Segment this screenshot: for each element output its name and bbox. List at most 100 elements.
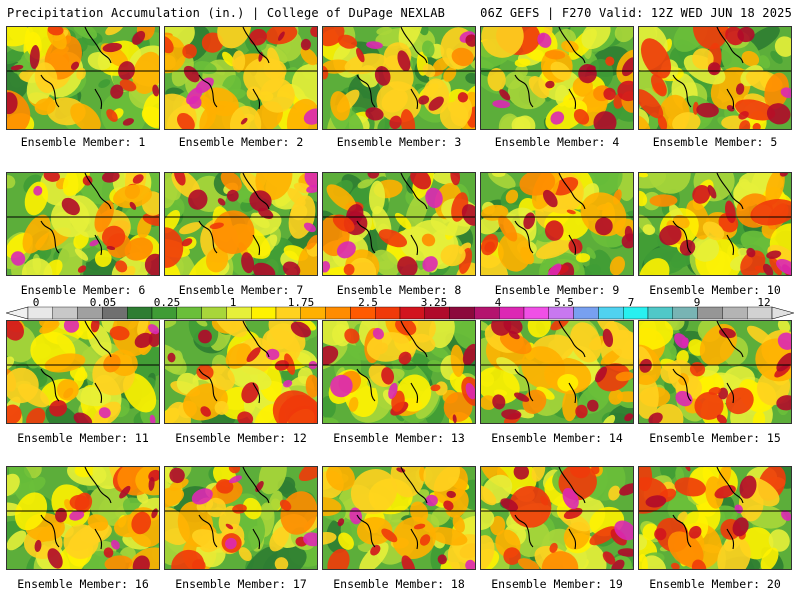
colorbar-tick-label: 9 xyxy=(693,296,701,309)
precipitation-field xyxy=(165,27,317,129)
precipitation-field xyxy=(323,467,475,569)
precipitation-field xyxy=(481,27,633,129)
ensemble-member-map xyxy=(6,26,160,130)
precipitation-field xyxy=(639,27,791,129)
precipitation-field xyxy=(7,467,159,569)
ensemble-member-label: Ensemble Member: 6 xyxy=(20,283,146,297)
ensemble-member-label: Ensemble Member: 17 xyxy=(175,577,307,591)
colorbar-under-arrow xyxy=(6,306,29,320)
ensemble-member-label: Ensemble Member: 18 xyxy=(333,577,465,591)
ensemble-member-map xyxy=(6,466,160,570)
colorbar-tick-label: 5.5 xyxy=(554,296,574,309)
ensemble-member-map xyxy=(6,172,160,276)
map-title: Precipitation Accumulation (in.) | Colle… xyxy=(7,6,446,20)
colorbar-tick-label: 2.5 xyxy=(358,296,378,309)
ensemble-member-label: Ensemble Member: 3 xyxy=(336,135,462,149)
colorbar-tick-label: 1.75 xyxy=(287,296,315,309)
colorbar-segment xyxy=(201,306,227,320)
ensemble-member-label: Ensemble Member: 10 xyxy=(649,283,781,297)
ensemble-member-label: Ensemble Member: 11 xyxy=(17,431,149,445)
ensemble-member-label: Ensemble Member: 15 xyxy=(649,431,781,445)
colorbar-segment xyxy=(449,306,475,320)
precipitation-field xyxy=(639,467,791,569)
ensemble-member-label: Ensemble Member: 12 xyxy=(175,431,307,445)
colorbar-tick-label: 0.25 xyxy=(153,296,181,309)
ensemble-member-map xyxy=(164,320,318,424)
ensemble-member-map xyxy=(164,466,318,570)
ensemble-member-map xyxy=(322,172,476,276)
colorbar-tick-label: 1 xyxy=(229,296,237,309)
ensemble-member-label: Ensemble Member: 5 xyxy=(652,135,778,149)
colorbar-segment xyxy=(176,306,202,320)
ensemble-member-map xyxy=(638,320,792,424)
ensemble-member-label: Ensemble Member: 16 xyxy=(17,577,149,591)
colorbar-segment xyxy=(573,306,599,320)
coastline xyxy=(40,27,112,110)
colorbar-tick-label: 3.25 xyxy=(420,296,448,309)
precipitation-field xyxy=(323,27,475,129)
precipitation-field xyxy=(165,467,317,569)
colorbar-tick-label: 0 xyxy=(32,296,40,309)
coastline xyxy=(514,27,586,110)
precipitation-field xyxy=(639,173,791,275)
precipitation-field xyxy=(323,173,475,275)
colorbar-tick-label: 12 xyxy=(757,296,771,309)
ensemble-member-label: Ensemble Member: 19 xyxy=(491,577,623,591)
ensemble-member-map xyxy=(322,26,476,130)
coastline xyxy=(514,467,586,550)
ensemble-member-map xyxy=(638,466,792,570)
ensemble-member-label: Ensemble Member: 7 xyxy=(178,283,304,297)
colorbar-over-arrow xyxy=(771,306,794,320)
colorbar-segment xyxy=(523,306,549,320)
coastline xyxy=(198,27,270,110)
colorbar-tick-label: 0.05 xyxy=(89,296,117,309)
ensemble-member-label: Ensemble Member: 8 xyxy=(336,283,462,297)
precipitation-field xyxy=(165,321,317,423)
coastline xyxy=(672,321,744,404)
coastline xyxy=(514,321,586,404)
colorbar-segment xyxy=(250,306,277,320)
ensemble-member-map xyxy=(638,172,792,276)
ensemble-member-label: Ensemble Member: 4 xyxy=(494,135,620,149)
coastline xyxy=(672,27,744,110)
colorbar-segment xyxy=(126,306,153,320)
ensemble-member-label: Ensemble Member: 2 xyxy=(178,135,304,149)
colorbar-segment xyxy=(52,306,78,320)
ensemble-member-label: Ensemble Member: 9 xyxy=(494,283,620,297)
precipitation-field xyxy=(481,321,633,423)
coastline xyxy=(356,27,428,110)
coastline xyxy=(672,467,744,550)
ensemble-member-label: Ensemble Member: 20 xyxy=(649,577,781,591)
ensemble-member-label: Ensemble Member: 13 xyxy=(333,431,465,445)
coastline xyxy=(356,321,428,404)
ensemble-member-map xyxy=(480,26,634,130)
ensemble-member-map xyxy=(6,320,160,424)
coastline xyxy=(514,173,586,256)
precipitation-field xyxy=(165,173,317,275)
colorbar-segment xyxy=(598,306,624,320)
colorbar-tick-label: 7 xyxy=(627,296,635,309)
coastline xyxy=(672,173,744,256)
ensemble-member-map xyxy=(164,172,318,276)
ensemble-member-map xyxy=(322,466,476,570)
ensemble-member-label: Ensemble Member: 14 xyxy=(491,431,623,445)
colorbar-segment xyxy=(722,306,748,320)
precipitation-field xyxy=(323,321,475,423)
ensemble-member-map xyxy=(638,26,792,130)
colorbar-segment xyxy=(697,306,723,320)
coastline xyxy=(198,467,270,550)
coastline xyxy=(198,321,270,404)
ensemble-member-map xyxy=(480,172,634,276)
coastline xyxy=(40,467,112,550)
coastline xyxy=(40,173,112,256)
colorbar-segment xyxy=(325,306,351,320)
precipitation-colorbar xyxy=(6,306,794,320)
coastline xyxy=(356,467,428,550)
coastline xyxy=(356,173,428,256)
precipitation-field xyxy=(7,27,159,129)
precipitation-field xyxy=(481,467,633,569)
ensemble-member-map xyxy=(480,466,634,570)
ensemble-member-map xyxy=(480,320,634,424)
ensemble-member-map xyxy=(164,26,318,130)
model-run-info: 06Z GEFS | F270 Valid: 12Z WED JUN 18 20… xyxy=(480,6,792,20)
